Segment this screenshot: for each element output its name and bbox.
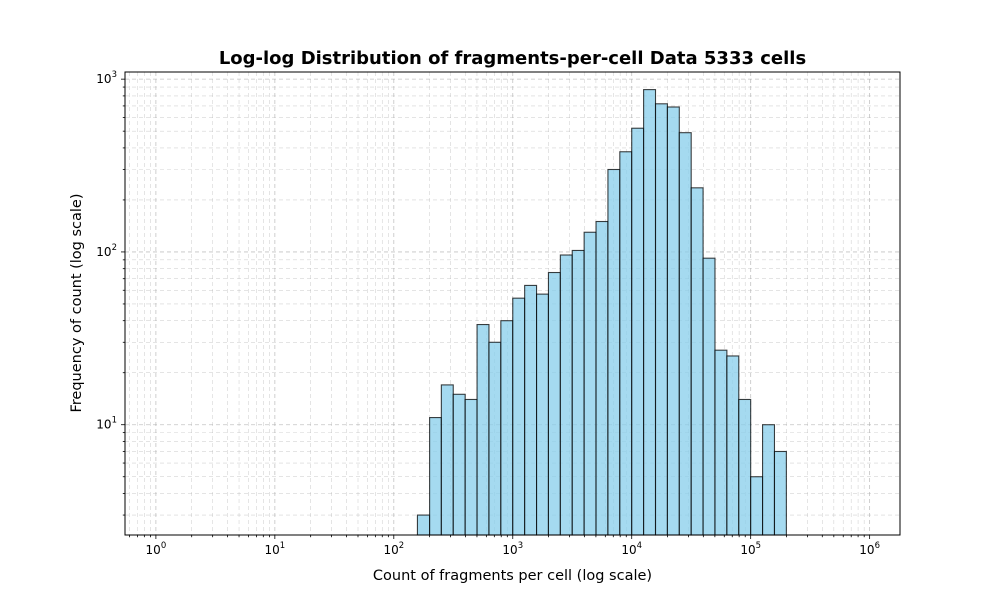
histogram-bar: [607, 168, 621, 536]
histogram-bar: [690, 187, 704, 536]
x-tick-label: 105: [740, 541, 761, 557]
histogram-bar: [702, 257, 716, 536]
x-tick-label: 104: [621, 541, 642, 557]
histogram-bar: [643, 89, 657, 536]
x-tick-label: 103: [502, 541, 523, 557]
chart-title: Log-log Distribution of fragments-per-ce…: [219, 48, 806, 69]
histogram-bar: [762, 424, 776, 536]
y-tick-label: 101: [96, 416, 117, 432]
histogram-bar: [559, 254, 573, 536]
histogram-bar: [619, 151, 633, 536]
histogram-bar: [571, 249, 585, 536]
x-tick-label: 102: [383, 541, 404, 557]
y-axis-label: Frequency of count (log scale): [69, 193, 85, 412]
histogram-bar: [654, 103, 668, 536]
histogram-bar: [595, 220, 609, 536]
bars-layer: [416, 89, 787, 536]
histogram-bar: [536, 293, 549, 536]
histogram-bar: [488, 341, 502, 536]
axes-layer: 100 101 102 103 104 105 106 101 102 103: [96, 70, 901, 557]
histogram-bar: [429, 417, 442, 536]
histogram-bar: [666, 106, 680, 536]
x-tick-label: 100: [146, 541, 167, 557]
histogram-bar: [416, 514, 431, 536]
histogram-bar: [726, 355, 740, 536]
histogram-bar: [500, 320, 514, 536]
histogram-bar: [524, 284, 538, 536]
histogram-bar: [452, 393, 466, 536]
y-tick-label: 102: [96, 243, 117, 259]
histogram-bar: [714, 349, 728, 536]
histogram-bar: [440, 384, 454, 536]
histogram-bar: [583, 231, 597, 536]
histogram-bar: [512, 297, 526, 536]
histogram-bar: [476, 323, 490, 536]
histogram-bar: [547, 271, 561, 536]
histogram-bar: [738, 398, 752, 536]
histogram-bar: [773, 450, 787, 536]
histogram-bar: [464, 398, 478, 536]
x-tick-label: 106: [859, 541, 880, 557]
y-tick-label: 103: [96, 70, 117, 86]
x-tick-label: 101: [264, 541, 285, 557]
histogram-bar: [750, 476, 764, 536]
histogram-bar: [678, 132, 692, 536]
x-axis-label: Count of fragments per cell (log scale): [373, 568, 652, 584]
histogram-bar: [631, 127, 645, 536]
